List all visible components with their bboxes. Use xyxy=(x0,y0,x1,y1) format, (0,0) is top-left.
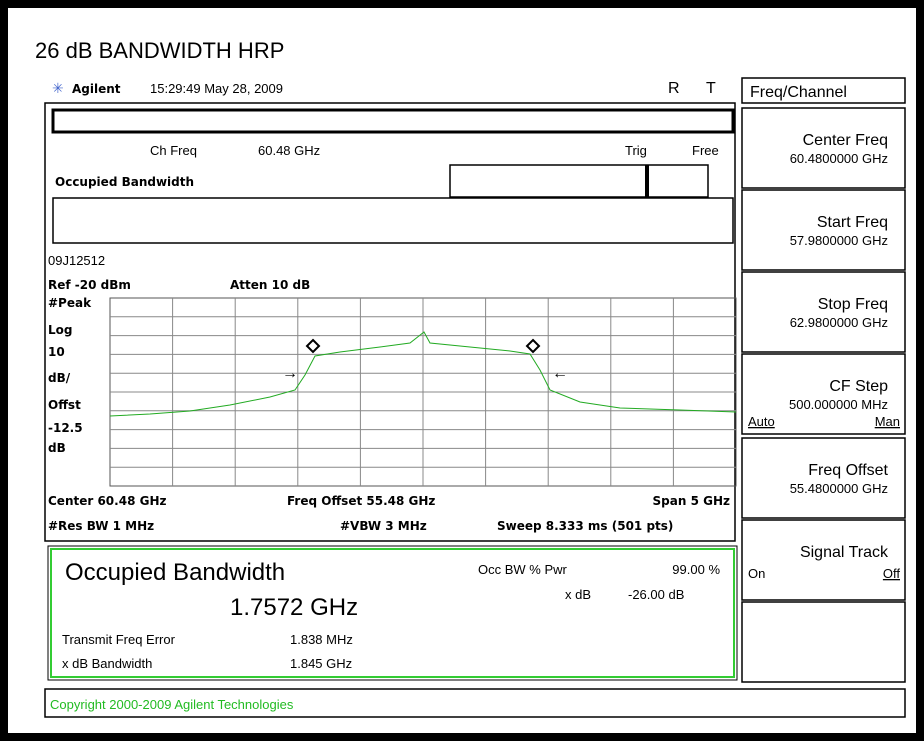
value: -26.00 dB xyxy=(628,587,684,602)
copyright-bar xyxy=(44,688,906,718)
label: x dB Bandwidth xyxy=(62,656,152,671)
status-indicator xyxy=(645,165,649,197)
softkey-value: 60.4800000 GHz xyxy=(790,151,888,166)
result-outer xyxy=(47,545,738,681)
label: Transmit Freq Error xyxy=(62,632,176,647)
label: Trig xyxy=(625,143,647,158)
softkey-value: 500.000000 MHz xyxy=(789,397,888,412)
softkey-label: Stop Freq xyxy=(818,296,888,313)
vbw: #VBW 3 MHz xyxy=(340,519,427,533)
value: 1.845 GHz xyxy=(290,656,352,671)
brand: Agilent xyxy=(72,82,121,96)
mode: Occupied Bandwidth xyxy=(55,175,194,189)
menu-title-box xyxy=(741,77,906,104)
softkey-option: Off xyxy=(883,566,900,581)
softkey-option: On xyxy=(748,566,765,581)
softkey-option: Man xyxy=(875,414,900,429)
ref: Ref -20 dBm xyxy=(48,278,131,292)
softkey-label: Freq Offset xyxy=(808,462,888,479)
res-bw: #Res BW 1 MHz xyxy=(48,519,154,533)
softkey-value: 55.4800000 GHz xyxy=(790,481,888,496)
scale-label: dB xyxy=(48,441,66,455)
logo: ✳ xyxy=(52,80,64,96)
title: 26 dB BANDWIDTH HRP xyxy=(35,38,284,63)
scale-label: 10 xyxy=(48,345,65,359)
scale-label: Offst xyxy=(48,398,81,412)
flag: R xyxy=(668,80,680,97)
label: x dB xyxy=(565,587,591,602)
marker-arrow: → xyxy=(282,365,298,382)
offset: Freq Offset 55.48 GHz xyxy=(287,494,435,508)
message-bar xyxy=(51,108,735,134)
softkey[interactable] xyxy=(741,353,906,435)
atten: Atten 10 dB xyxy=(230,278,310,292)
status-box xyxy=(449,164,709,198)
timestamp: 15:29:49 May 28, 2009 xyxy=(150,81,283,96)
softkey-label: Signal Track xyxy=(800,544,889,561)
span: Span 5 GHz xyxy=(653,494,730,508)
scale-label: dB/ xyxy=(48,371,71,385)
marker xyxy=(305,338,541,354)
softkey-label: Start Freq xyxy=(817,214,888,231)
result-value: 1.7572 GHz xyxy=(230,594,358,621)
softkey-label: Center Freq xyxy=(803,132,888,149)
result-panel xyxy=(50,548,735,678)
flag: T xyxy=(706,80,716,97)
softkey[interactable] xyxy=(741,437,906,519)
softkey[interactable] xyxy=(741,601,906,683)
softkey[interactable] xyxy=(741,271,906,353)
result-title: Occupied Bandwidth xyxy=(65,559,285,586)
scale-label: #Peak xyxy=(48,296,92,310)
trace-id: 09J12512 xyxy=(48,253,105,268)
copyright: Copyright 2000-2009 Agilent Technologies xyxy=(50,697,294,712)
marker-arrow: ← xyxy=(552,365,568,382)
softkey[interactable] xyxy=(741,519,906,601)
softkey-value: 62.9800000 GHz xyxy=(790,315,888,330)
value: 1.838 MHz xyxy=(290,632,353,647)
value: 60.48 GHz xyxy=(258,143,320,158)
softkey-label: CF Step xyxy=(829,378,888,395)
label: Occ BW % Pwr xyxy=(478,562,568,577)
softkey-value: 57.9800000 GHz xyxy=(790,233,888,248)
label: Ch Freq xyxy=(150,143,197,158)
scale-label: Log xyxy=(48,323,72,337)
sweep: Sweep 8.333 ms (501 pts) xyxy=(497,519,673,533)
menu-title: Freq/Channel xyxy=(750,84,847,101)
softkey[interactable] xyxy=(741,107,906,189)
value: 99.00 % xyxy=(672,562,720,577)
graticule: #Peak Log 10 dB/Offst -12.5 dB xyxy=(48,296,737,487)
softkey[interactable] xyxy=(741,189,906,271)
center: Center 60.48 GHz xyxy=(48,494,166,508)
main-panel xyxy=(44,102,736,542)
softkey-option: Auto xyxy=(748,414,775,429)
scale-label: -12.5 xyxy=(48,421,83,435)
trace xyxy=(109,331,737,417)
input-box xyxy=(52,197,734,244)
value: Free xyxy=(692,143,719,158)
